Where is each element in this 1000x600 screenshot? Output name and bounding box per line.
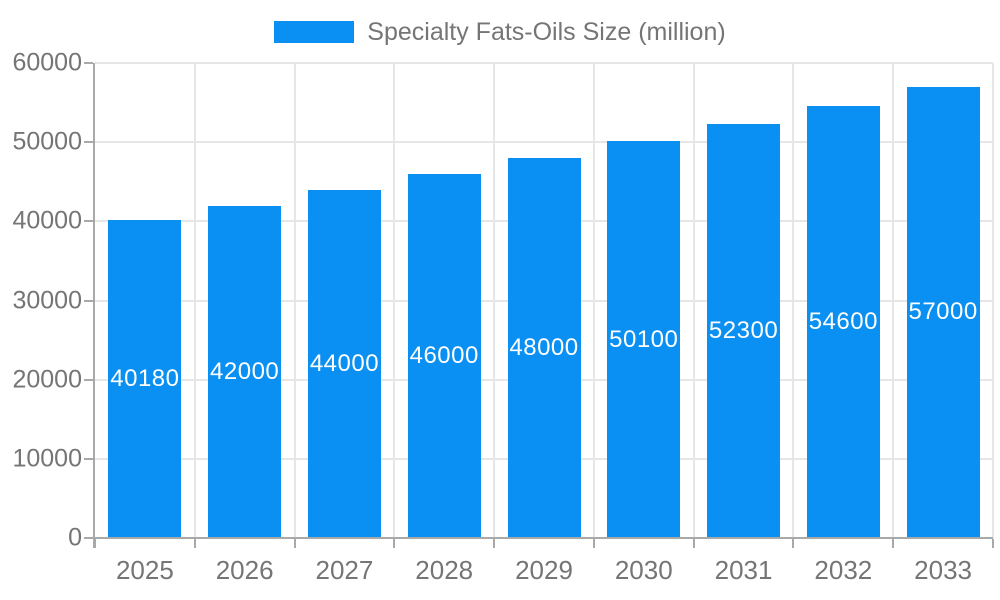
x-tick-mark bbox=[193, 539, 196, 548]
gridline bbox=[95, 62, 993, 64]
y-tick-mark bbox=[84, 141, 93, 144]
x-tick-mark bbox=[792, 539, 795, 548]
gridline bbox=[293, 63, 296, 538]
y-tick-mark bbox=[84, 299, 93, 302]
x-tick-mark bbox=[892, 539, 895, 548]
x-tick-label: 2029 bbox=[515, 555, 573, 585]
legend-label: Specialty Fats-Oils Size (million) bbox=[367, 18, 726, 46]
x-tick-mark bbox=[493, 539, 496, 548]
x-tick-mark bbox=[692, 539, 695, 548]
bar-value-label: 42000 bbox=[210, 357, 280, 385]
x-tick-mark bbox=[592, 539, 595, 548]
y-tick-label: 30000 bbox=[12, 286, 82, 314]
x-tick-label: 2025 bbox=[115, 555, 174, 585]
bar[interactable]: 46000 bbox=[407, 173, 481, 538]
legend[interactable]: Specialty Fats-Oils Size (million) bbox=[0, 16, 1000, 48]
y-tick-label: 20000 bbox=[12, 365, 82, 394]
bar-value-label: 54600 bbox=[808, 307, 878, 335]
bar-value-label: 44000 bbox=[309, 349, 380, 377]
gridline bbox=[892, 63, 895, 538]
x-tick-label: 2030 bbox=[614, 555, 673, 585]
bar-value-label: 57000 bbox=[908, 298, 978, 326]
bar[interactable]: 50100 bbox=[607, 141, 681, 538]
x-tick-mark bbox=[94, 539, 96, 548]
x-tick-label: 2027 bbox=[315, 555, 374, 585]
legend-swatch-icon[interactable] bbox=[274, 21, 355, 43]
y-tick-mark bbox=[84, 62, 93, 64]
bar-value-label: 40180 bbox=[110, 364, 180, 392]
gridline bbox=[792, 63, 795, 538]
bar-value-label: 50100 bbox=[609, 325, 679, 353]
x-tick-label: 2026 bbox=[215, 555, 274, 585]
y-tick-label: 60000 bbox=[12, 48, 82, 77]
bar[interactable]: 44000 bbox=[307, 189, 381, 538]
x-tick-mark bbox=[393, 539, 396, 548]
y-tick-label: 10000 bbox=[12, 444, 82, 473]
bar[interactable]: 57000 bbox=[906, 86, 980, 538]
x-axis-line bbox=[93, 537, 993, 539]
x-tick-mark bbox=[992, 539, 994, 548]
bar-value-label: 52300 bbox=[708, 316, 779, 344]
gridline bbox=[95, 141, 993, 144]
gridline bbox=[493, 63, 496, 538]
gridline bbox=[393, 63, 396, 538]
bar[interactable]: 42000 bbox=[208, 205, 282, 538]
x-tick-label: 2031 bbox=[714, 555, 773, 585]
x-tick-mark bbox=[293, 539, 296, 548]
gridline bbox=[992, 63, 994, 538]
x-tick-label: 2028 bbox=[415, 555, 474, 585]
bar[interactable]: 48000 bbox=[507, 158, 581, 538]
y-tick-label: 50000 bbox=[12, 127, 82, 156]
y-tick-label: 40000 bbox=[12, 206, 82, 235]
bar-value-label: 48000 bbox=[509, 334, 579, 361]
bar[interactable]: 54600 bbox=[806, 105, 880, 538]
y-tick-mark bbox=[84, 220, 93, 223]
y-axis-line bbox=[93, 63, 95, 548]
y-tick-mark bbox=[84, 537, 93, 539]
gridline bbox=[692, 63, 695, 538]
x-tick-label: 2033 bbox=[914, 555, 973, 585]
y-tick-mark bbox=[84, 378, 93, 381]
gridline bbox=[592, 63, 595, 538]
y-tick-label: 0 bbox=[68, 523, 82, 552]
y-tick-mark bbox=[84, 457, 93, 460]
x-tick-label: 2032 bbox=[814, 555, 873, 585]
bar[interactable]: 40180 bbox=[108, 219, 182, 538]
gridline bbox=[193, 63, 196, 538]
bar-value-label: 46000 bbox=[409, 341, 479, 369]
bar[interactable]: 52300 bbox=[707, 123, 781, 538]
